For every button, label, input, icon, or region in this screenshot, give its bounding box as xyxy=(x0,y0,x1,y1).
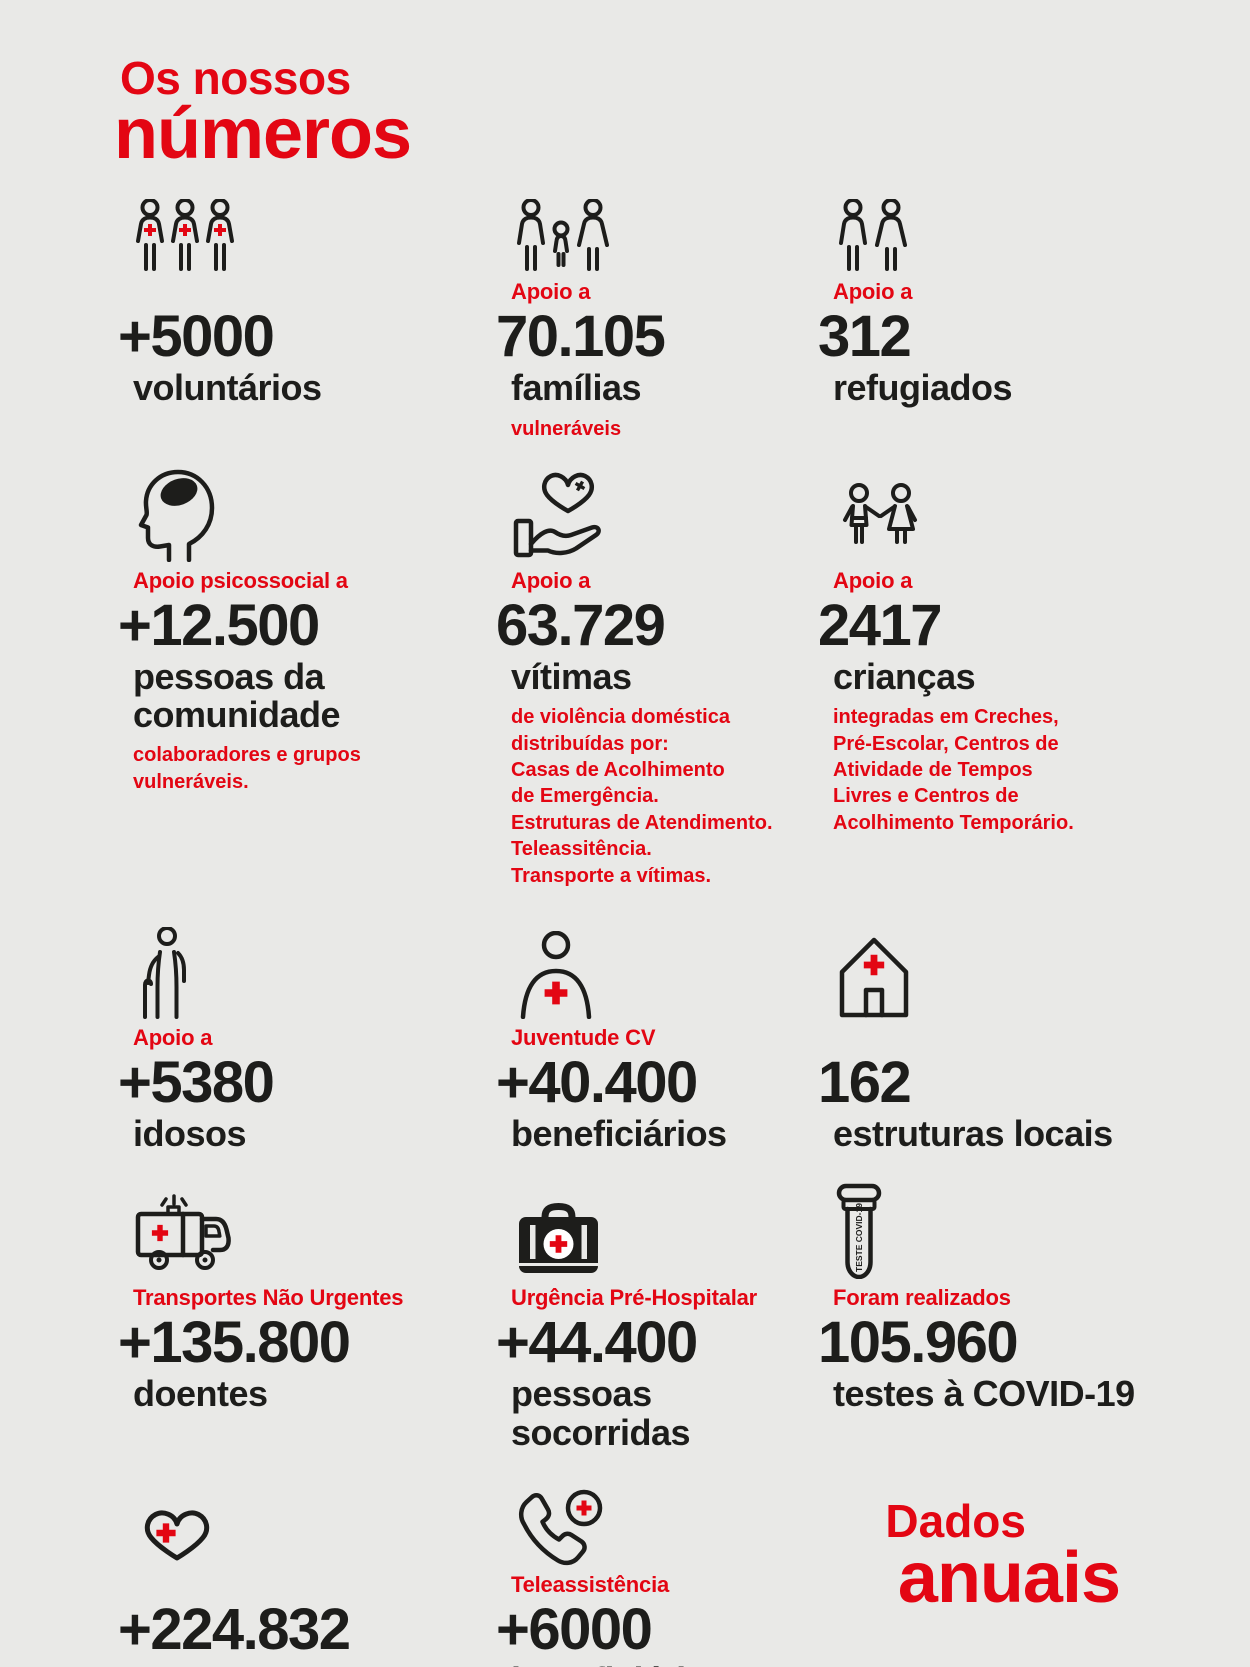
head-brain-icon xyxy=(133,462,223,562)
stat-sublabel: testes à COVID-19 xyxy=(833,1373,1135,1415)
annual-data-line1: Dados xyxy=(885,1495,1026,1547)
stat-label: Urgência Pré-Hospitalar xyxy=(511,1285,758,1311)
phone-cross-icon xyxy=(511,1486,606,1566)
stat-sublabel: crianças xyxy=(833,656,976,698)
stat-label: Foram realizados xyxy=(833,1285,1011,1311)
stat-non-urgent-transport: Transportes Não Urgentes +135.800 doente… xyxy=(118,1189,496,1413)
stat-children: Apoio a 2417 crianças integradas em Crec… xyxy=(818,462,1250,836)
stat-number: 105.960 xyxy=(818,1310,1019,1376)
stat-awareness: +224.832 pessoas sensibilizadas xyxy=(118,1486,496,1667)
covid-test-tube-icon: TESTE COVID-19 xyxy=(833,1182,885,1280)
stat-number: +40.400 xyxy=(496,1049,698,1115)
refugees-icon xyxy=(833,199,913,273)
volunteers-icon xyxy=(133,199,238,273)
stat-label xyxy=(833,1019,1250,1051)
stat-youth: Juventude CV +40.400 beneficiários xyxy=(496,927,818,1153)
page-title-line2: números xyxy=(114,94,412,174)
stat-label xyxy=(133,273,496,305)
stat-sublabel: estruturas locais xyxy=(833,1113,1113,1155)
stat-description: de violência doméstica distribuídas por:… xyxy=(511,706,773,887)
stat-elderly: Apoio a +5380 idosos xyxy=(118,926,496,1155)
stat-number: 312 xyxy=(818,304,912,370)
stats-row-5: +224.832 pessoas sensibilizadas Teleassi… xyxy=(0,1486,1250,1667)
stat-label: Apoio a xyxy=(511,279,591,305)
stat-number: 162 xyxy=(818,1049,912,1115)
house-cross-icon xyxy=(833,931,915,1019)
stat-covid-tests: TESTE COVID-19 Foram realizados 105.960 … xyxy=(818,1184,1250,1415)
stat-families: Apoio a 70.105 famílias vulneráveis xyxy=(496,195,818,442)
stat-refugees: Apoio a 312 refugiados xyxy=(818,195,1250,407)
children-icon xyxy=(833,482,933,562)
stat-sublabel: pessoas sensibilizadas xyxy=(133,1661,496,1667)
stats-row-3: Apoio a +5380 idosos Juventude CV +40.40… xyxy=(0,926,1250,1155)
stat-sublabel: beneficiários xyxy=(511,1661,818,1667)
family-icon xyxy=(511,199,621,273)
heart-cross-icon xyxy=(133,1504,221,1566)
stat-label xyxy=(133,1566,496,1598)
stat-sublabel: doentes xyxy=(133,1373,268,1415)
stat-label: Juventude CV xyxy=(511,1024,656,1050)
stat-number: +5380 xyxy=(118,1049,275,1115)
stat-local-structures: 162 estruturas locais xyxy=(818,927,1250,1153)
stat-description: vulneráveis xyxy=(511,417,622,440)
hand-heart-icon xyxy=(511,466,611,562)
page-title: Os nossos números xyxy=(0,0,1250,174)
stat-number: +5000 xyxy=(118,304,275,370)
stat-sublabel: voluntários xyxy=(133,367,322,409)
stat-label: Apoio a xyxy=(833,567,913,593)
stat-psychosocial: Apoio psicossocial a +12.500 pessoas da … xyxy=(118,462,496,795)
test-tube-label: TESTE COVID-19 xyxy=(854,1203,864,1272)
stat-pre-hospital-urgency: Urgência Pré-Hospitalar +44.400 pessoas … xyxy=(496,1189,818,1451)
stat-number: +6000 xyxy=(496,1596,653,1662)
stat-label: Apoio a xyxy=(133,1024,213,1050)
page-title-line1: Os nossos xyxy=(120,52,351,104)
stat-description: integradas em Creches, Pré-Escolar, Cent… xyxy=(833,706,1074,834)
stat-number: 70.105 xyxy=(496,304,666,370)
stat-label: Apoio a xyxy=(833,279,913,305)
stat-description: colaboradores e grupos vulneráveis. xyxy=(133,744,361,793)
elderly-person-cane-icon xyxy=(133,926,195,1019)
stat-number: +224.832 xyxy=(118,1596,351,1662)
stat-label: Apoio psicossocial a xyxy=(133,567,348,593)
stat-label: Teleassistência xyxy=(511,1571,670,1597)
stat-sublabel: famílias xyxy=(511,367,642,409)
stat-number: +12.500 xyxy=(118,592,320,658)
stat-sublabel: pessoas socorridas xyxy=(511,1373,691,1453)
stats-row-4: Transportes Não Urgentes +135.800 doente… xyxy=(0,1184,1250,1451)
first-aid-kit-icon xyxy=(511,1201,606,1279)
annual-data-caption: Dados anuais xyxy=(818,1495,1121,1618)
stat-sublabel: pessoas da comunidade xyxy=(133,656,341,736)
stat-sublabel: vítimas xyxy=(511,656,632,698)
youth-volunteer-icon xyxy=(511,930,601,1019)
stat-number: 2417 xyxy=(818,592,943,658)
annual-data-line2: anuais xyxy=(897,1538,1121,1618)
stat-teleassistance: Teleassistência +6000 beneficiários dist… xyxy=(496,1486,818,1667)
stat-sublabel: refugiados xyxy=(833,367,1013,409)
stats-row-2: Apoio psicossocial a +12.500 pessoas da … xyxy=(0,462,1250,889)
stat-sublabel: idosos xyxy=(133,1113,247,1155)
stat-volunteers: +5000 voluntários xyxy=(118,195,496,407)
stats-row-1: +5000 voluntários Apoio a 70.105 família… xyxy=(0,195,1250,442)
stat-label: Transportes Não Urgentes xyxy=(133,1285,404,1311)
stat-label: Apoio a xyxy=(511,567,591,593)
stat-sublabel: beneficiários xyxy=(511,1113,727,1155)
stat-number: +44.400 xyxy=(496,1310,698,1376)
ambulance-icon xyxy=(133,1193,245,1279)
stat-domestic-violence-victims: Apoio a 63.729 vítimas de violência domé… xyxy=(496,462,818,889)
stat-number: 63.729 xyxy=(496,592,666,658)
stat-number: +135.800 xyxy=(118,1310,351,1376)
